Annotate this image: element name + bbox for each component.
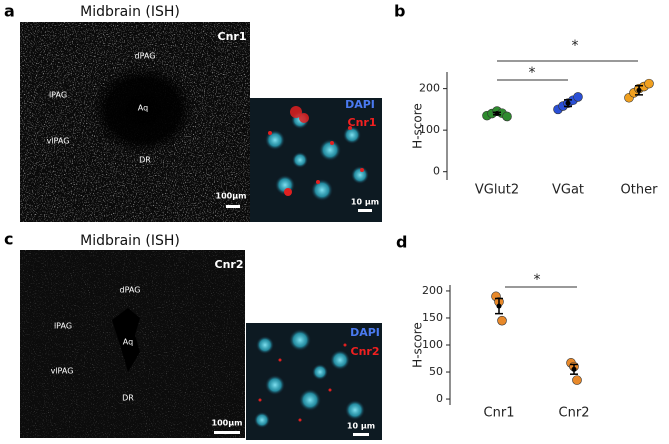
gene-label: Cnr2 [215,258,244,271]
y-tick-label: 0 [433,165,440,178]
gene-label: Cnr1 [348,116,377,129]
data-point [572,375,582,385]
x-tick-label: VGat [552,183,584,198]
micrograph [20,250,245,438]
mean-marker [565,100,571,106]
data-point [644,78,654,89]
region-label: Aq [123,338,133,347]
x-tick-label: Cnr1 [484,406,515,421]
gene-label: Cnr2 [351,345,380,358]
scale-bar-label: 10 µm [347,422,375,431]
stain-label: DAPI [345,98,375,111]
x-tick-label: VGlut2 [475,183,519,198]
region-label: lPAG [54,322,72,331]
panel-label: b [394,2,405,21]
mean-marker [571,366,577,372]
scale-bar [358,209,372,212]
y-tick-label: 200 [419,82,440,95]
region-label: vlPAG [47,137,70,146]
significance-label: * [572,38,579,54]
region-label: DR [139,156,151,165]
mean-marker [494,111,500,117]
scale-bar [353,433,369,436]
y-tick-label: 100 [422,338,443,351]
scale-bar-label: 100µm [212,419,243,428]
stain-label: DAPI [350,326,380,339]
image-title: Midbrain (ISH) [80,4,180,20]
mean-marker [636,87,642,93]
y-tick-label: 0 [436,392,443,405]
region-label: vlPAG [51,367,74,376]
region-label: DR [122,394,134,403]
data-point [502,111,512,122]
mean-marker [496,303,502,309]
data-point [497,315,507,326]
region-label: dPAG [135,52,156,61]
x-tick-label: Other [621,183,659,198]
x-tick-label: Cnr2 [559,406,590,421]
inset-image [250,98,382,222]
y-tick-label: 200 [422,284,443,297]
scale-bar-label: 100µm [216,192,247,201]
panel-label: a [4,2,15,21]
y-tick-label: 100 [419,123,440,136]
scale-bar-label: 10 µm [351,198,379,207]
y-tick-label: 150 [422,311,443,324]
significance-label: * [534,272,541,288]
region-label: Aq [138,104,148,113]
gene-label: Cnr1 [218,30,247,43]
panel-label: c [4,230,13,249]
y-tick-label: 50 [429,365,443,378]
y-axis-label: H-score [411,322,425,368]
significance-bars [497,60,638,288]
significance-label: * [529,65,536,81]
scale-bar [226,205,240,208]
y-axis-label: H-score [411,103,425,149]
inset-image [246,323,382,440]
panel-label: d [396,233,407,252]
scale-bar [214,431,240,434]
data-point [573,92,583,102]
region-label: dPAG [120,286,141,295]
region-label: lPAG [49,91,67,100]
micrograph [20,22,250,222]
image-title: Midbrain (ISH) [80,233,180,249]
